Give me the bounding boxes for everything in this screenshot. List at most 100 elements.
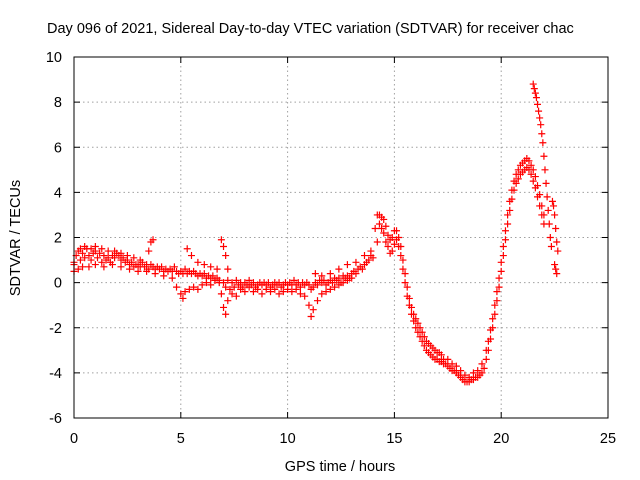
data-point [554, 247, 562, 255]
data-point [465, 373, 473, 381]
data-point [405, 294, 413, 302]
series-upper-branch [70, 155, 548, 381]
data-point [222, 252, 230, 260]
data-point [87, 256, 95, 264]
data-point [100, 263, 108, 271]
data-point [309, 306, 317, 314]
data-point [305, 281, 313, 289]
data-point [98, 258, 106, 266]
data-point [224, 297, 232, 305]
data-point [551, 261, 559, 269]
data-point [547, 243, 555, 251]
series-late-segment [529, 80, 562, 278]
data-point [540, 211, 548, 219]
data-point [390, 240, 398, 248]
data-point [514, 175, 522, 183]
data-point [448, 360, 456, 368]
data-point [98, 245, 106, 253]
data-point [506, 206, 514, 214]
data-point [245, 283, 253, 291]
data-point [183, 245, 191, 253]
data-point [375, 220, 383, 228]
data-point [444, 355, 452, 363]
data-point [527, 170, 535, 178]
data-point [534, 182, 542, 190]
data-point [414, 319, 422, 327]
data-point [382, 222, 390, 230]
data-point [232, 292, 240, 300]
data-point [384, 231, 392, 239]
data-point [478, 360, 486, 368]
data-point [179, 294, 187, 302]
data-point [151, 270, 159, 278]
data-point [499, 243, 507, 251]
data-point [328, 279, 336, 287]
data-point [397, 243, 405, 251]
data-point [551, 211, 559, 219]
data-point [258, 290, 266, 298]
y-tick-label: 4 [54, 185, 62, 201]
data-point [96, 249, 104, 257]
data-point [211, 276, 219, 284]
data-point [194, 258, 202, 266]
data-point [81, 243, 89, 251]
data-point [412, 315, 420, 323]
data-point [403, 283, 411, 291]
x-tick-label: 25 [600, 431, 616, 447]
data-point [309, 283, 317, 291]
data-point [222, 283, 230, 291]
data-point [190, 283, 198, 291]
y-tick-label: 2 [54, 231, 62, 247]
data-point [230, 283, 238, 291]
data-point [318, 290, 326, 298]
data-point [395, 234, 403, 241]
data-point [504, 220, 512, 228]
data-point [369, 254, 377, 262]
data-point [457, 367, 465, 375]
data-point [538, 130, 546, 138]
data-point [529, 177, 537, 185]
data-point [290, 276, 298, 284]
data-point [382, 238, 390, 246]
data-point [484, 337, 492, 345]
y-tick-label: 6 [54, 140, 62, 156]
data-point [326, 285, 334, 293]
data-point [275, 279, 283, 287]
data-point [352, 258, 360, 266]
data-point [170, 263, 178, 271]
data-point [249, 288, 257, 296]
data-point [271, 285, 279, 293]
data-point [81, 254, 89, 262]
data-point [149, 236, 157, 244]
data-point [482, 355, 490, 363]
data-point [339, 279, 347, 287]
data-point [360, 252, 368, 260]
data-point [87, 245, 95, 253]
x-tick-label: 15 [386, 431, 402, 447]
data-point [388, 247, 396, 255]
x-tick-label: 20 [493, 431, 509, 447]
data-point [307, 312, 315, 320]
data-point [399, 256, 407, 264]
data-point [416, 324, 424, 332]
data-point [224, 265, 232, 273]
data-point [537, 121, 545, 129]
data-point [181, 265, 189, 273]
data-point [497, 267, 505, 275]
data-point [499, 252, 507, 260]
data-point [249, 279, 257, 287]
data-point [335, 265, 343, 273]
data-point [187, 252, 195, 260]
data-point [512, 170, 520, 178]
data-point [495, 283, 503, 291]
data-point [202, 279, 210, 287]
data-point [365, 256, 373, 264]
data-point [552, 224, 560, 232]
data-point [493, 288, 501, 296]
x-tick-label: 0 [70, 431, 78, 447]
data-point [91, 261, 99, 269]
data-point [525, 157, 533, 165]
data-point [358, 265, 366, 273]
data-point [222, 310, 230, 318]
y-axis-label: SDTVAR / TECUs [8, 180, 24, 296]
